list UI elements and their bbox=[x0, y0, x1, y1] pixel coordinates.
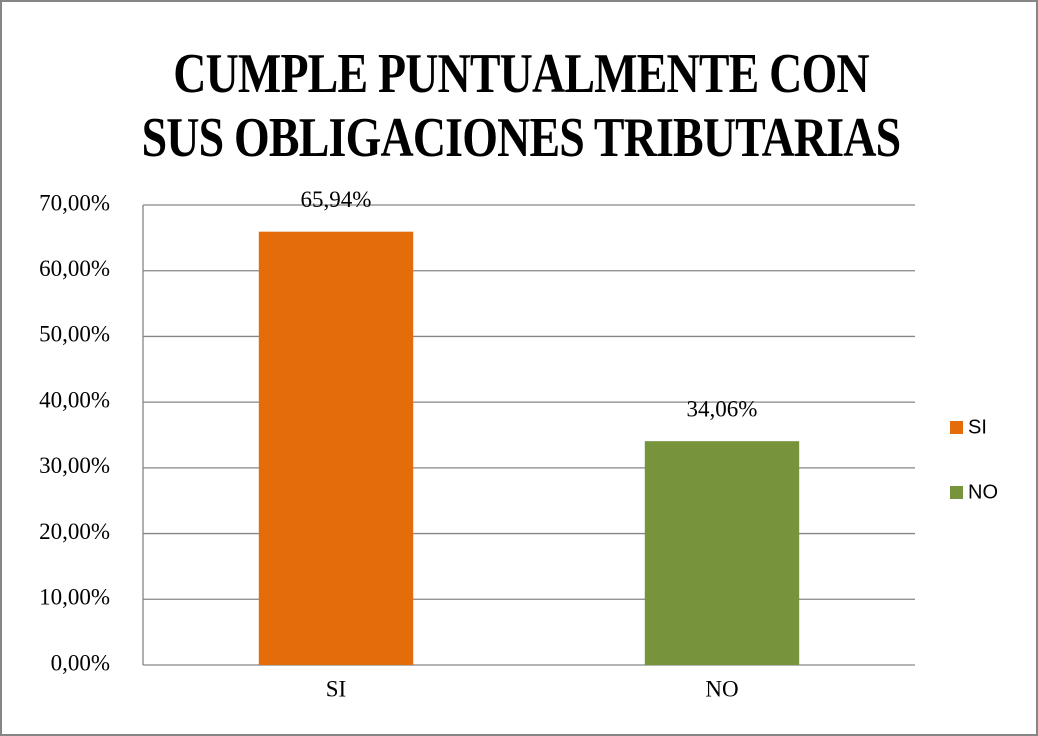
legend-swatch bbox=[950, 486, 963, 499]
x-tick-label: NO bbox=[705, 676, 738, 701]
y-tick-label: 20,00% bbox=[39, 519, 110, 544]
y-tick-label: 10,00% bbox=[39, 585, 110, 610]
data-label: 34,06% bbox=[687, 396, 758, 421]
legend-label: SI bbox=[968, 416, 987, 438]
y-tick-label: 40,00% bbox=[39, 387, 110, 412]
legend-label: NO bbox=[968, 481, 998, 503]
y-tick-label: 0,00% bbox=[51, 650, 110, 675]
chart-title: CUMPLE PUNTUALMENTE CON SUS OBLIGACIONES… bbox=[141, 43, 902, 169]
data-label: 65,94% bbox=[301, 187, 372, 212]
y-tick-label: 50,00% bbox=[39, 322, 110, 347]
bar bbox=[644, 441, 800, 665]
y-tick-label: 60,00% bbox=[39, 256, 110, 281]
legend-swatch bbox=[950, 421, 963, 434]
bar bbox=[258, 231, 414, 665]
x-tick-label: SI bbox=[326, 676, 346, 701]
y-tick-label: 30,00% bbox=[39, 453, 110, 478]
y-tick-label: 70,00% bbox=[39, 190, 110, 215]
